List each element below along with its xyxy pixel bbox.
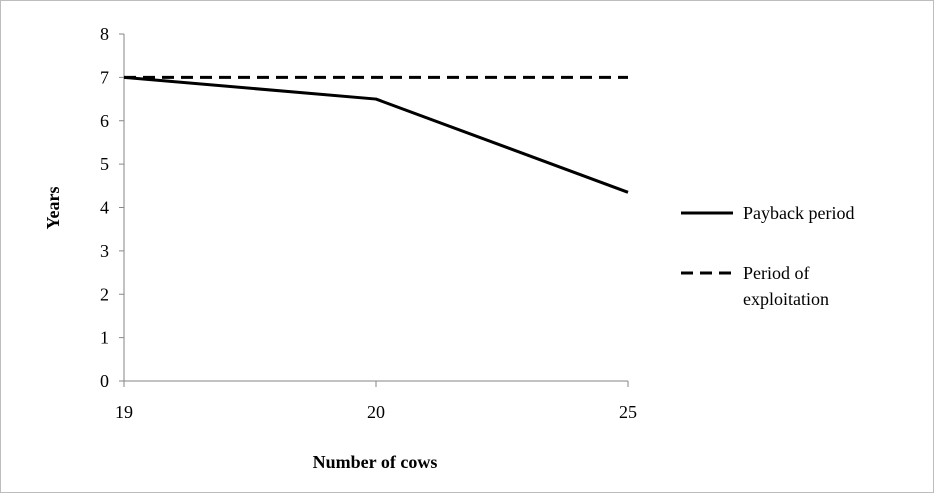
legend: Payback period Period of exploitation [681, 203, 854, 309]
y-tick-label: 7 [100, 67, 109, 87]
legend-label: Payback period [743, 203, 854, 223]
x-axis-title: Number of cows [313, 452, 438, 472]
y-tick-label: 4 [100, 198, 109, 218]
y-tick-label: 6 [100, 111, 109, 131]
x-axis: 19 20 25 [115, 380, 637, 422]
y-tick-label: 2 [100, 284, 109, 304]
y-axis-title: Years [43, 187, 63, 230]
x-tick-label: 19 [115, 402, 133, 422]
y-tick-label: 1 [100, 328, 109, 348]
legend-label: Period of [743, 263, 810, 283]
y-tick-label: 0 [100, 371, 109, 391]
y-tick-label: 3 [100, 241, 109, 261]
y-tick-label: 5 [100, 154, 109, 174]
x-tick-label: 25 [619, 402, 637, 422]
y-tick-label: 8 [100, 24, 109, 44]
series-lines [123, 75, 629, 194]
y-axis: 0 1 2 3 4 5 6 7 8 [100, 24, 125, 391]
legend-label: exploitation [743, 289, 829, 309]
series-line-payback-period [123, 75, 629, 194]
x-tick-label: 20 [367, 402, 385, 422]
